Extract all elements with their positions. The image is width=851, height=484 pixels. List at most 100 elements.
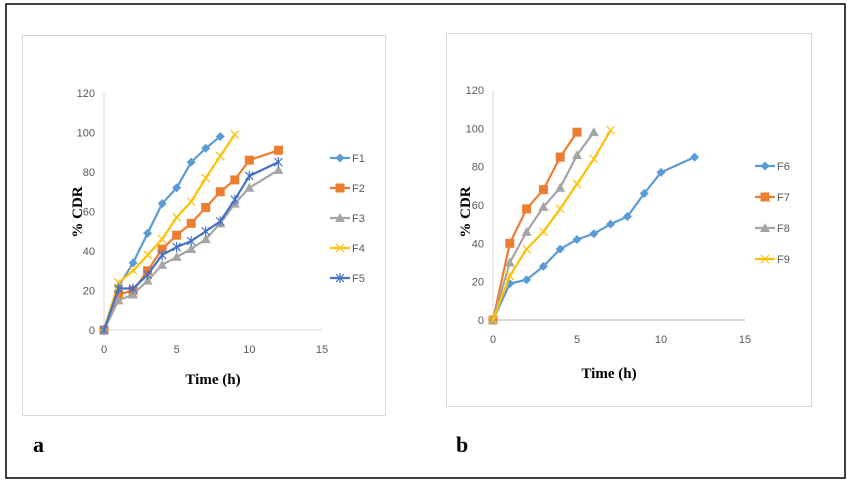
y-tick-label: 60	[83, 207, 95, 219]
data-point-F9	[606, 125, 616, 135]
panel-label-b: b	[456, 432, 468, 457]
series-line-F8	[491, 131, 595, 321]
legend-marker-icon	[760, 192, 770, 202]
legend-item-F8: F8	[755, 223, 790, 235]
legend-item-F6: F6	[755, 161, 790, 173]
data-point-F4	[157, 234, 167, 244]
y-tick-label: 80	[83, 167, 95, 179]
x-axis-title: Time (h)	[581, 366, 636, 382]
y-tick-label: 40	[83, 246, 95, 258]
legend-label: F6	[777, 161, 790, 173]
data-point-F5	[114, 283, 123, 294]
legend-label: F9	[777, 254, 790, 266]
data-point-F2	[157, 244, 167, 254]
legend-item-F4: F4	[330, 243, 365, 255]
legend-marker-icon	[335, 213, 345, 222]
data-point-F5	[230, 194, 240, 205]
data-point-F9	[505, 271, 515, 281]
y-tick-label: 20	[83, 286, 95, 298]
data-point-F8	[521, 226, 532, 236]
data-point-F5	[99, 325, 109, 335]
data-point-F7	[555, 152, 565, 162]
series-line-F9	[491, 129, 612, 321]
data-point-F3	[186, 244, 197, 254]
data-point-F4	[186, 197, 196, 207]
data-point-F3	[157, 259, 168, 269]
data-point-F3	[200, 234, 211, 244]
legend-marker-icon	[335, 273, 345, 283]
data-point-F2	[186, 218, 196, 228]
y-tick-label: 100	[466, 123, 484, 135]
series-F5	[99, 157, 283, 335]
data-point-F1	[215, 131, 225, 141]
data-point-F1	[143, 228, 153, 238]
data-point-F2	[244, 155, 254, 165]
legend-label: F2	[352, 183, 365, 195]
data-point-F2	[230, 175, 240, 185]
legend-label: F5	[352, 273, 365, 285]
data-point-F8	[588, 127, 599, 137]
series-F3	[99, 165, 284, 334]
series-line-F4	[102, 133, 236, 331]
legend-label: F7	[777, 192, 790, 204]
data-point-F1	[201, 143, 211, 153]
data-point-F5	[201, 226, 211, 237]
data-point-F4	[128, 266, 138, 276]
x-tick-label: 5	[174, 344, 180, 356]
data-point-F3	[128, 289, 139, 299]
x-tick-label: 0	[490, 334, 496, 346]
panel-label-a: a	[33, 432, 44, 457]
y-tick-label: 120	[77, 88, 95, 100]
y-tick-label: 0	[89, 325, 95, 337]
x-tick-label: 0	[101, 344, 107, 356]
data-point-F6	[522, 275, 532, 285]
data-point-F6	[589, 229, 599, 239]
legend-label: F8	[777, 223, 790, 235]
data-point-F9	[488, 315, 498, 325]
data-point-F6	[690, 152, 700, 162]
data-point-F2	[172, 230, 182, 240]
x-tick-label: 5	[574, 334, 580, 346]
x-tick-label: 15	[739, 334, 751, 346]
series-F9	[488, 125, 616, 325]
data-point-F6	[538, 261, 548, 271]
data-point-F1	[128, 258, 138, 268]
y-tick-label: 60	[472, 200, 484, 212]
legend-item-F2: F2	[330, 183, 365, 195]
data-point-F8	[572, 150, 582, 160]
data-point-F6	[555, 244, 565, 254]
legend-item-F7: F7	[755, 192, 790, 204]
data-point-F7	[522, 204, 532, 214]
data-point-F2	[273, 145, 283, 155]
x-tick-label: 10	[655, 334, 667, 346]
data-point-F5	[244, 170, 254, 181]
y-tick-label: 80	[472, 162, 484, 174]
data-point-F4	[172, 213, 182, 222]
data-point-F5	[186, 236, 196, 247]
data-point-F2	[201, 203, 211, 213]
data-point-F7	[538, 185, 548, 195]
data-point-F4	[215, 151, 225, 161]
x-tick-label: 10	[243, 344, 255, 356]
y-tick-label: 0	[478, 315, 484, 327]
data-point-F3	[142, 275, 153, 285]
data-point-F7	[505, 238, 515, 248]
data-point-F2	[215, 187, 225, 197]
data-point-F4	[143, 250, 153, 260]
data-point-F8	[504, 257, 515, 267]
data-point-F4	[201, 173, 211, 183]
x-axis-title: Time (h)	[185, 372, 240, 388]
y-axis-title: % CDR	[70, 186, 86, 237]
outer-frame	[5, 3, 846, 479]
legend-marker-icon	[335, 243, 345, 253]
data-point-F9	[572, 179, 582, 189]
data-point-F8	[538, 201, 549, 211]
y-tick-label: 40	[472, 238, 484, 250]
data-point-F6	[572, 235, 582, 244]
data-point-F8	[555, 182, 566, 192]
data-point-F2	[114, 289, 124, 299]
legend-marker-icon	[760, 161, 770, 171]
data-point-F7	[572, 127, 582, 137]
